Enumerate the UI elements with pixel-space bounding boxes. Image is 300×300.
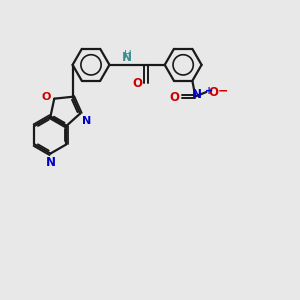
Text: O: O	[133, 77, 143, 90]
Text: N: N	[82, 116, 92, 126]
Text: N: N	[122, 51, 132, 64]
Text: O: O	[208, 85, 218, 98]
Text: N: N	[191, 88, 202, 101]
Text: H: H	[124, 50, 132, 60]
Text: −: −	[218, 85, 228, 98]
Text: N: N	[46, 156, 56, 169]
Text: O: O	[169, 91, 179, 103]
Text: O: O	[42, 92, 51, 102]
Text: +: +	[205, 85, 213, 95]
